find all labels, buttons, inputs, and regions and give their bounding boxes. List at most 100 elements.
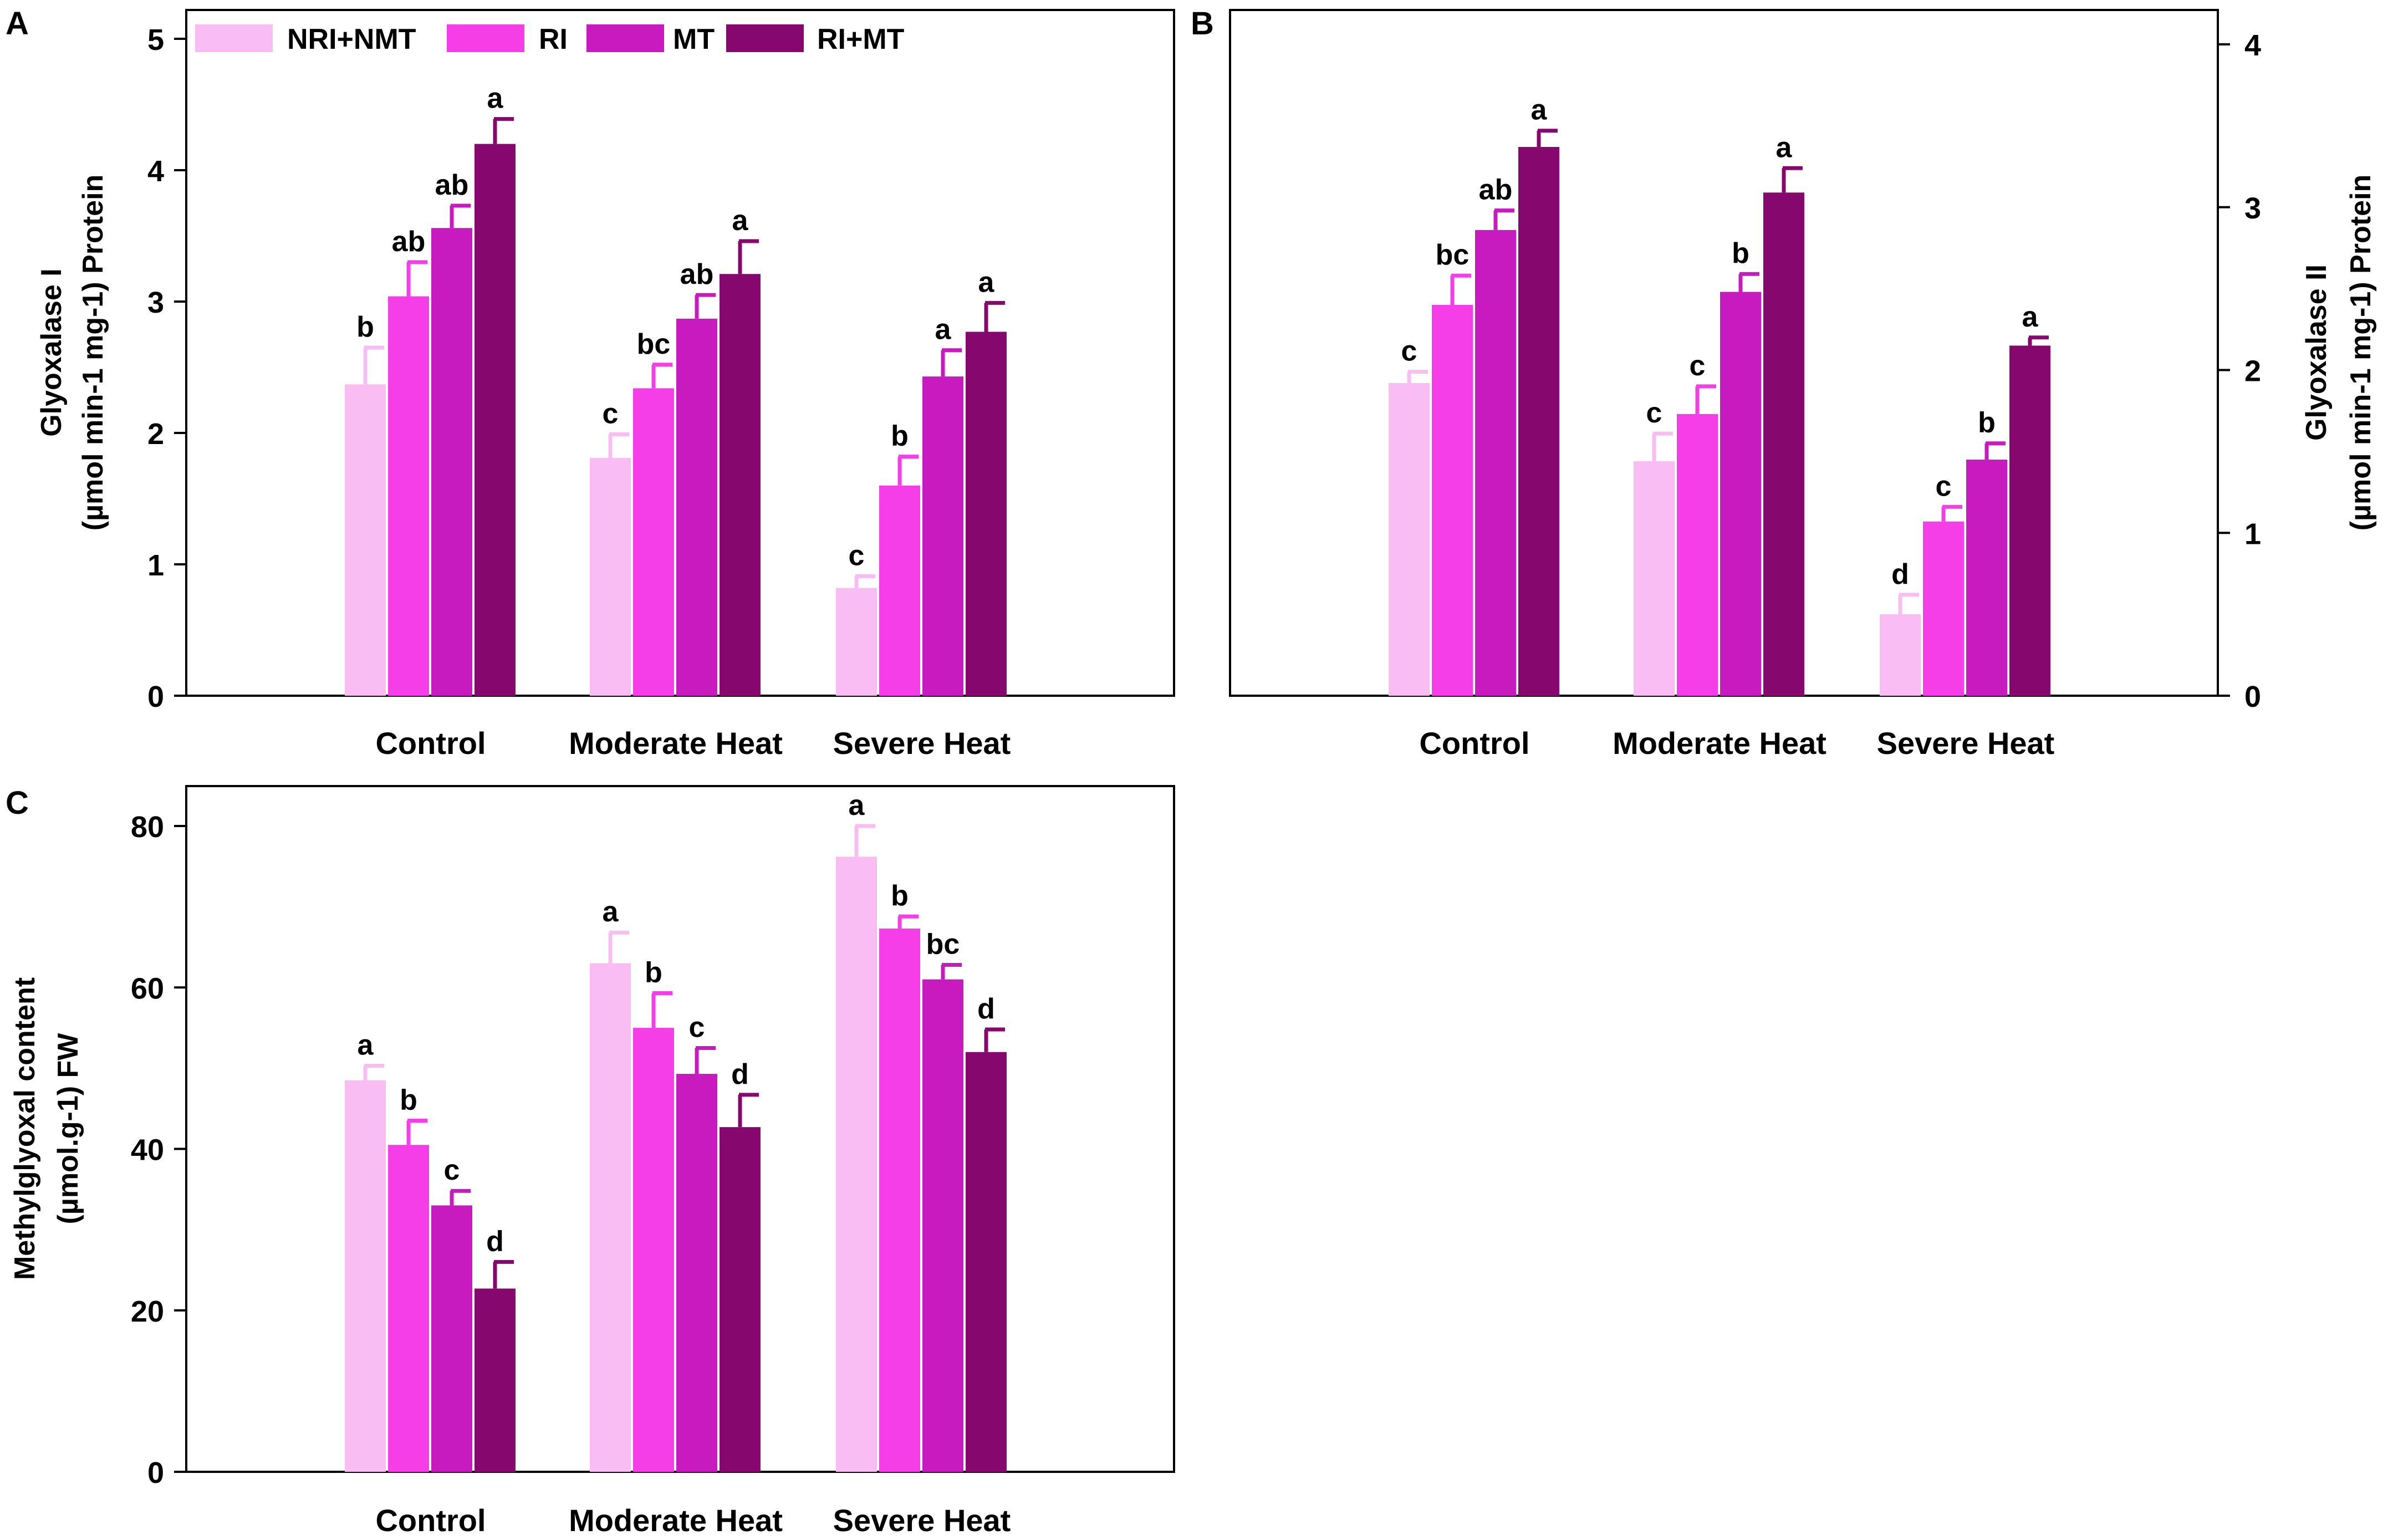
bar	[1518, 147, 1559, 696]
x-label-control: Control	[1419, 726, 1529, 761]
significance-letter: ab	[435, 169, 469, 201]
significance-letter: c	[603, 397, 619, 430]
significance-letter: ab	[680, 258, 714, 290]
legend-swatch-mt	[586, 24, 664, 52]
bar	[966, 332, 1007, 696]
legend-swatch-ri-mt	[726, 24, 804, 52]
bar	[1475, 230, 1516, 696]
panel-b-y-axis: 0 1 2 3 4	[2218, 29, 2261, 713]
panel-c-y-axis: 0 20 40 60 80	[131, 810, 186, 1490]
bar	[1634, 461, 1675, 696]
significance-letter: c	[444, 1154, 460, 1186]
y-tick-label: 0	[147, 1456, 164, 1490]
y-tick-label: 0	[147, 680, 164, 713]
bar	[966, 1052, 1007, 1472]
y-tick-label: 80	[131, 810, 164, 844]
significance-letter: b	[356, 311, 374, 343]
significance-letter: a	[1776, 131, 1793, 164]
significance-letter: d	[731, 1058, 749, 1090]
y-tick-label: 40	[131, 1134, 164, 1167]
x-label-severe-heat: Severe Heat	[833, 726, 1011, 761]
significance-letter: c	[689, 1011, 705, 1043]
legend-label-mt: MT	[673, 23, 715, 55]
panel-c-letter: C	[6, 785, 29, 821]
y-tick-label: 4	[147, 155, 164, 188]
panel-c-y-title-line2: (µmol.g-1) FW	[52, 1033, 84, 1225]
bar	[2009, 345, 2050, 696]
significance-letter: b	[645, 956, 662, 988]
significance-letter: a	[2022, 301, 2039, 333]
bar	[879, 928, 920, 1472]
significance-letter: c	[1401, 335, 1417, 367]
bar	[431, 1205, 472, 1472]
bar	[720, 274, 761, 696]
significance-letter: bc	[926, 928, 960, 960]
bar	[633, 388, 674, 696]
significance-letter: ab	[1479, 174, 1513, 206]
y-tick-label: 20	[131, 1295, 164, 1328]
significance-letter: d	[486, 1225, 504, 1257]
bar	[590, 963, 631, 1472]
bar	[388, 296, 429, 696]
y-tick-label: 1	[2244, 517, 2261, 550]
significance-letter: a	[487, 83, 504, 115]
y-tick-label: 60	[131, 972, 164, 1005]
x-label-severe-heat: Severe Heat	[1877, 726, 2055, 761]
bar	[431, 228, 472, 696]
panel-c-y-title-line1: Methylglyoxal content	[9, 977, 41, 1280]
bar	[922, 376, 963, 696]
bar	[345, 384, 386, 696]
significance-letter: a	[978, 266, 995, 298]
bar	[676, 318, 717, 696]
bar	[633, 1028, 674, 1472]
significance-letter: c	[849, 539, 865, 572]
bar	[1763, 192, 1804, 696]
significance-letter: a	[358, 1029, 374, 1062]
significance-letter: a	[935, 314, 952, 346]
x-label-severe-heat: Severe Heat	[833, 1503, 1011, 1538]
significance-letter: bc	[1436, 239, 1470, 271]
significance-letter: b	[891, 420, 909, 452]
significance-letter: d	[977, 993, 995, 1025]
bar	[879, 485, 920, 696]
y-tick-label: 0	[2244, 680, 2261, 713]
x-label-moderate-heat: Moderate Heat	[1613, 726, 1826, 761]
bar	[474, 1288, 516, 1472]
panel-a-y-title-line1: Glyoxalase I	[35, 268, 68, 437]
significance-letter: b	[1978, 407, 1996, 439]
bar	[676, 1074, 717, 1472]
significance-letter: d	[1891, 558, 1909, 590]
bar	[1720, 292, 1761, 696]
significance-letter: c	[1646, 397, 1662, 429]
y-tick-label: 4	[2244, 29, 2261, 62]
significance-letter: a	[732, 205, 749, 237]
bar	[1432, 305, 1473, 696]
bar	[388, 1145, 429, 1472]
bar	[836, 856, 877, 1472]
significance-letter: ab	[392, 226, 426, 258]
legend-swatch-ri	[447, 24, 524, 52]
bar	[1677, 414, 1718, 696]
panel-b-y-title-line2: (µmol min-1 mg-1) Protein	[2345, 175, 2377, 531]
y-tick-label: 3	[147, 286, 164, 319]
bar	[922, 979, 963, 1472]
x-label-control: Control	[375, 726, 486, 761]
significance-letter: b	[891, 880, 909, 912]
x-label-moderate-heat: Moderate Heat	[569, 726, 783, 761]
bar	[720, 1127, 761, 1472]
y-tick-label: 5	[147, 23, 164, 57]
significance-letter: c	[1690, 350, 1706, 382]
bar	[1923, 521, 1964, 696]
significance-letter: c	[1936, 470, 1952, 502]
y-tick-label: 2	[147, 417, 164, 451]
significance-letter: b	[1732, 237, 1749, 269]
bar	[474, 144, 516, 696]
significance-letter: a	[1531, 94, 1548, 126]
y-tick-label: 3	[2244, 192, 2261, 225]
